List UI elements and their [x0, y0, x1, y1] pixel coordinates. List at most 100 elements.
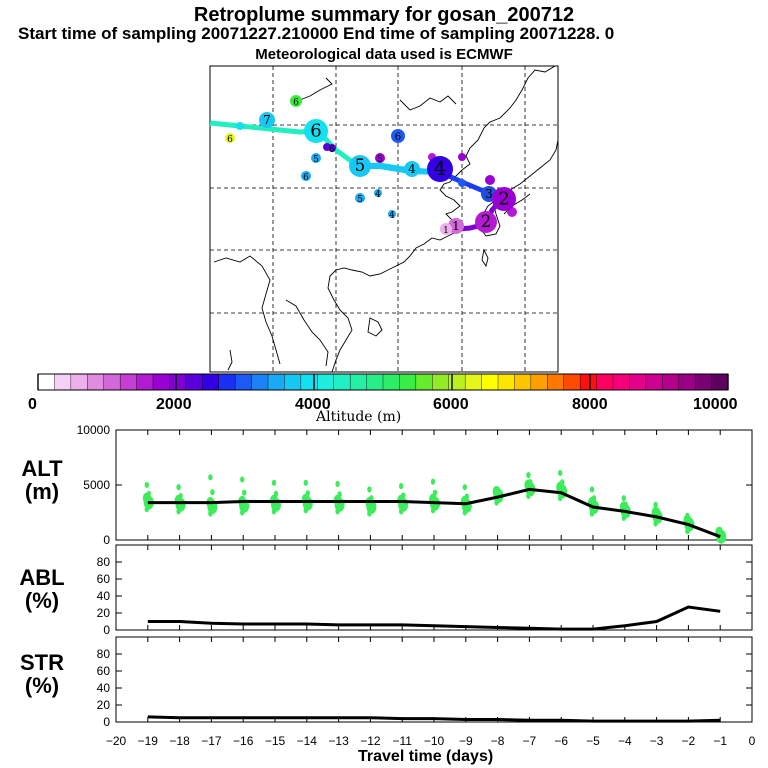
colorbar-swatch	[218, 373, 236, 391]
alt-scatter-point	[242, 489, 247, 496]
map-coastline	[213, 255, 281, 365]
colorbar-swatch	[415, 373, 433, 391]
colorbar-swatch	[333, 373, 351, 391]
map-coastline	[509, 139, 559, 191]
y-tick-label: 80	[97, 647, 111, 661]
plume-cluster-label: 7	[263, 113, 271, 127]
alt-ylabel-line2: (m)	[24, 479, 60, 504]
plume-cluster-label: 5	[355, 156, 366, 175]
plume-cluster-marker	[492, 187, 516, 211]
plume-cluster-label: 4	[389, 211, 395, 221]
plume-cluster-label: 2	[481, 212, 492, 231]
alt-ylabel-line1: ALT	[21, 456, 63, 481]
alt-scatter-point	[399, 483, 404, 490]
alt-scatter-point	[560, 479, 565, 486]
x-tick-label: −19	[138, 734, 159, 748]
colorbar-swatch	[694, 373, 713, 391]
plume-cluster-label: 6	[293, 98, 299, 108]
x-tick-label: −4	[618, 734, 632, 748]
alt-scatter-point	[273, 490, 279, 497]
plume-cluster-marker	[374, 189, 382, 197]
colorbar-tick-label: 6000	[433, 396, 469, 413]
panel-frame	[115, 544, 753, 631]
alt-scatter-point	[146, 490, 151, 497]
y-tick-label: 0	[103, 715, 110, 729]
colorbar-swatch	[103, 373, 121, 391]
plume-cluster-marker	[311, 153, 321, 163]
colorbar-swatch	[645, 373, 663, 391]
plume-cluster-marker	[225, 133, 235, 143]
colorbar-swatch	[267, 373, 285, 391]
plume-cluster-marker	[440, 223, 452, 235]
colorbar-swatch	[612, 373, 630, 391]
met-data-note: Meteorological data used is ECMWF	[255, 46, 513, 63]
x-tick-label: −12	[360, 734, 381, 748]
colorbar-swatch	[119, 373, 138, 391]
y-tick-label: 5000	[83, 478, 110, 492]
plume-cluster-label: 1	[443, 226, 449, 236]
alt-scatter-point	[401, 492, 406, 499]
colorbar-swatch	[251, 373, 269, 391]
colorbar-swatch	[432, 373, 450, 391]
alt-scatter-point	[305, 490, 310, 497]
colorbar-swatch	[284, 373, 302, 391]
alt-panel: 0 5000 10000	[77, 423, 753, 547]
str-ylabel-line1: STR	[20, 650, 64, 675]
map-coastline	[367, 317, 383, 337]
alt-scatter-point	[369, 495, 374, 502]
plume-cluster-marker	[475, 211, 497, 233]
alt-scatter-point	[208, 474, 213, 481]
panel-frame	[115, 636, 753, 723]
map-coastline	[285, 299, 329, 367]
colorbar-tick-label: 8000	[572, 396, 608, 413]
colorbar-swatch	[448, 373, 466, 391]
colorbar-label: Altitude (m)	[316, 409, 402, 425]
plume-cluster-marker	[404, 161, 420, 177]
str-panel: 0 20 40 60 80	[97, 636, 753, 729]
plume-cluster-label: 6	[395, 131, 402, 143]
x-tick-label: −9	[459, 734, 473, 748]
x-tick-label: −15	[265, 734, 286, 748]
colorbar-swatch	[481, 373, 499, 391]
colorbar-swatch	[382, 373, 400, 391]
colorbar-swatch	[202, 373, 220, 391]
colorbar-swatch	[530, 373, 548, 391]
y-tick-label: 20	[97, 606, 111, 620]
x-tick-label: −2	[682, 734, 696, 748]
colorbar-swatch	[366, 373, 384, 391]
map-coastline	[227, 349, 233, 371]
x-tick-label: −6	[554, 734, 568, 748]
plume-cluster-marker	[304, 119, 328, 143]
alt-scatter-point	[240, 476, 245, 483]
colorbar-swatch	[563, 373, 581, 391]
plume-cluster-marker	[388, 210, 396, 218]
alt-scatter-point	[589, 486, 595, 493]
y-tick-label: 0	[103, 623, 110, 637]
colorbar-swatch	[464, 373, 483, 391]
y-tick-label: 20	[97, 698, 111, 712]
colorbar-swatch	[579, 373, 598, 391]
plume-cluster-label: 4	[434, 157, 446, 180]
abl-ylabel-line2: (%)	[24, 588, 60, 613]
plume-cluster-dot	[485, 175, 495, 185]
x-axis-label: Travel time (days)	[358, 748, 494, 765]
plume-cluster-dot	[458, 179, 466, 187]
x-tick-label: −7	[523, 734, 537, 748]
colorbar-swatch	[300, 373, 318, 391]
plume-cluster-label: 2	[498, 188, 509, 209]
plume-cluster-marker	[349, 155, 371, 177]
plume-cluster-label: 5	[313, 155, 319, 165]
alt-scatter-point	[717, 528, 722, 535]
alt-scatter-point	[558, 469, 563, 476]
x-tick-label: −14	[297, 734, 318, 748]
plume-cluster-label: 5	[377, 155, 383, 165]
colorbar-swatch	[87, 373, 105, 391]
x-tick-label: −5	[586, 734, 600, 748]
colorbar-swatch	[37, 373, 55, 391]
x-tick-label: −20	[106, 734, 127, 748]
map-coastline	[481, 248, 489, 268]
y-tick-label: 0	[103, 533, 110, 547]
plume-cluster-label: 3	[485, 187, 493, 201]
alt-scatter-point	[430, 478, 436, 485]
